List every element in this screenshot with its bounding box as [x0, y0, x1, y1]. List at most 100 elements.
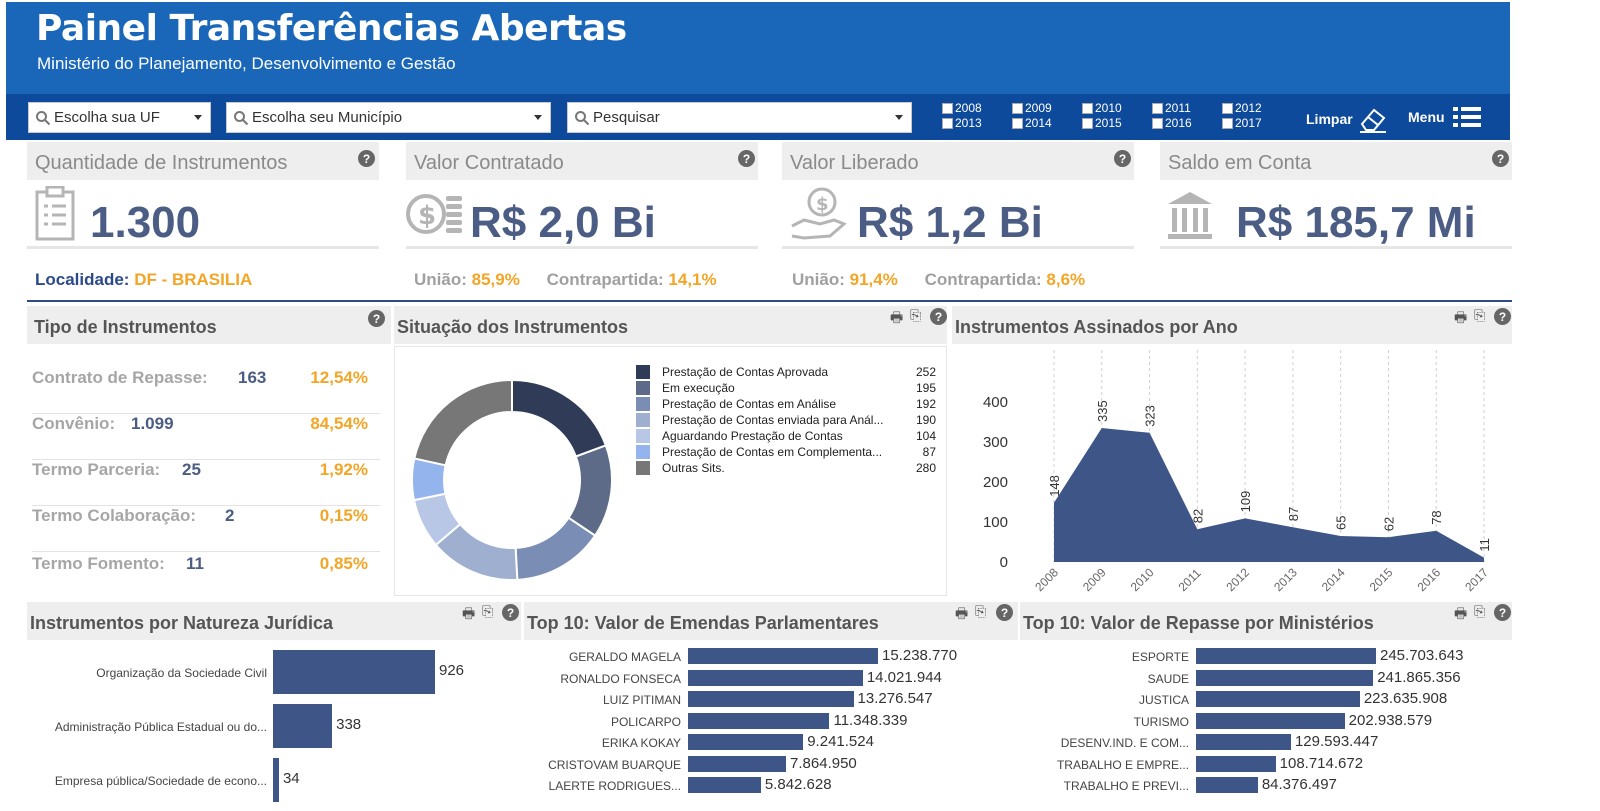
tipo-row-termo-fomento[interactable]: Termo Fomento: 11 0,85% — [32, 554, 368, 573]
export-icon[interactable]: ⎘ — [975, 603, 987, 619]
help-icon[interactable]: ? — [1494, 308, 1511, 325]
legend-item[interactable]: Prestação de Contas Aprovada 252 — [636, 364, 936, 380]
tipo-row-contrato[interactable]: Contrato de Repasse: 163 12,54% — [32, 368, 380, 414]
tipo-row-convenio[interactable]: Convênio: 1.099 84,54% — [32, 414, 380, 460]
bar[interactable] — [688, 755, 787, 772]
help-icon[interactable]: ? — [1114, 150, 1131, 167]
y-tick-label: 300 — [983, 434, 1008, 451]
legend-value: 192 — [915, 397, 936, 411]
bar-value-label: 129.593.447 — [1294, 733, 1379, 750]
legend-item[interactable]: Outras Sits. 280 — [636, 460, 936, 476]
clear-button[interactable]: Limpar — [1306, 104, 1390, 134]
bar-category-label: GERALDO MAGELA — [568, 650, 681, 664]
help-icon[interactable]: ? — [358, 150, 375, 167]
bar[interactable] — [688, 734, 804, 750]
bar-category-label: TRABALHO E PREVI... — [1063, 779, 1189, 793]
export-icon[interactable]: ⎘ — [1474, 603, 1486, 619]
search-select[interactable]: Pesquisar — [567, 102, 912, 133]
print-icon[interactable]: 🖶 — [955, 605, 969, 621]
legend-item[interactable]: Prestação de Contas enviada para Anál...… — [636, 412, 936, 428]
legend-swatch — [636, 445, 650, 459]
x-tick-label: 2008 — [1032, 565, 1061, 594]
year-checkbox-2016[interactable]: 2016 — [1152, 116, 1192, 130]
legend-item[interactable]: Em execução 195 — [636, 380, 936, 396]
bar[interactable] — [1196, 734, 1291, 750]
donut-slice — [514, 516, 597, 581]
export-icon[interactable]: ⎘ — [1474, 307, 1486, 323]
menu-button[interactable]: Menu — [1408, 104, 1483, 130]
tipo-panel-header — [27, 306, 391, 344]
bar[interactable] — [1196, 691, 1360, 707]
bar[interactable] — [688, 777, 761, 793]
year-checkbox-2008[interactable]: 2008 — [942, 101, 982, 115]
bar[interactable] — [688, 712, 830, 729]
tipo-row-termo-parceria[interactable]: Termo Parceria: 25 1,92% — [32, 460, 380, 506]
uf-select[interactable]: Escolha sua UF — [28, 102, 211, 133]
year-checkbox-2014[interactable]: 2014 — [1012, 116, 1052, 130]
legend-item[interactable]: Aguardando Prestação de Contas 104 — [636, 428, 936, 444]
y-tick-label: 400 — [983, 394, 1008, 411]
bar-value-label: 11.348.339 — [833, 711, 908, 729]
export-icon[interactable]: ⎘ — [910, 307, 922, 323]
bank-icon — [1168, 192, 1212, 239]
tipo-row-termo-colaboracao[interactable]: Termo Colaboração: 2 0,15% — [32, 506, 380, 552]
legend-swatch — [636, 365, 650, 379]
help-icon[interactable]: ? — [1494, 604, 1511, 621]
checkbox-icon — [1222, 102, 1233, 114]
help-icon[interactable]: ? — [1492, 150, 1509, 167]
menu-icon — [1452, 107, 1481, 127]
legend-value: 195 — [915, 381, 936, 395]
year-checkbox-2017[interactable]: 2017 — [1222, 116, 1262, 130]
x-tick-label: 2015 — [1367, 565, 1396, 594]
ministerios-bar-chart: ESPORTE 245.703.643 SAUDE 241.865.356 JUSTIC… — [1020, 642, 1512, 811]
bar[interactable] — [1196, 777, 1258, 793]
bar-value-label: 15.238.770 — [882, 647, 958, 664]
bar[interactable] — [1196, 712, 1345, 729]
export-icon[interactable]: ⎘ — [482, 603, 494, 619]
bar[interactable] — [1196, 755, 1276, 772]
search-icon — [36, 110, 51, 125]
bar[interactable] — [1196, 669, 1374, 686]
year-checkbox-2011[interactable]: 2011 — [1152, 101, 1191, 115]
bar[interactable] — [1196, 648, 1376, 664]
print-icon[interactable]: 🖶 — [462, 605, 476, 621]
help-icon[interactable]: ? — [368, 310, 385, 327]
help-icon[interactable]: ? — [996, 604, 1013, 621]
bar[interactable] — [688, 648, 878, 664]
bar[interactable] — [273, 704, 333, 748]
bar-value-label: 14.021.944 — [866, 668, 942, 686]
help-icon[interactable]: ? — [738, 150, 755, 167]
situacao-donut-chart — [411, 378, 613, 581]
clear-label: Limpar — [1306, 111, 1353, 127]
print-icon[interactable]: 🖶 — [1454, 309, 1468, 325]
y-tick-label: 0 — [1000, 554, 1008, 571]
help-icon[interactable]: ? — [930, 308, 947, 325]
year-checkbox-2012[interactable]: 2012 — [1222, 101, 1262, 115]
bar[interactable] — [688, 669, 863, 686]
print-icon[interactable]: 🖶 — [1454, 605, 1468, 621]
x-tick-label: 2009 — [1080, 565, 1109, 594]
legend-label: Prestação de Contas enviada para Anál... — [662, 413, 884, 427]
legend-swatch — [636, 461, 650, 475]
legend-item[interactable]: Prestação de Contas em Complementa... 87 — [636, 444, 936, 460]
chevron-down-icon — [895, 115, 903, 120]
data-label: 87 — [1286, 507, 1301, 521]
bar[interactable] — [273, 758, 279, 802]
chevron-down-icon — [534, 115, 542, 120]
bar-category-label: CRISTOVAM BUARQUE — [548, 757, 681, 772]
x-tick-label: 2017 — [1462, 565, 1491, 594]
year-checkbox-2010[interactable]: 2010 — [1082, 101, 1122, 115]
municipio-select[interactable]: Escolha seu Município — [226, 102, 551, 133]
year-checkbox-2013[interactable]: 2013 — [942, 116, 982, 130]
help-icon[interactable]: ? — [502, 604, 519, 621]
year-checkbox-2015[interactable]: 2015 — [1082, 116, 1122, 130]
year-checkbox-2009[interactable]: 2009 — [1012, 101, 1052, 115]
print-icon[interactable]: 🖶 — [890, 309, 904, 325]
bar-category-label: TRABALHO E EMPRE... — [1056, 757, 1189, 772]
bar[interactable] — [688, 691, 854, 707]
bar-category-label: LAERTE RODRIGUES... — [548, 779, 681, 793]
data-label: 82 — [1190, 509, 1205, 523]
bar[interactable] — [273, 650, 435, 694]
chevron-down-icon — [194, 115, 202, 120]
legend-item[interactable]: Prestação de Contas em Análise 192 — [636, 396, 936, 412]
